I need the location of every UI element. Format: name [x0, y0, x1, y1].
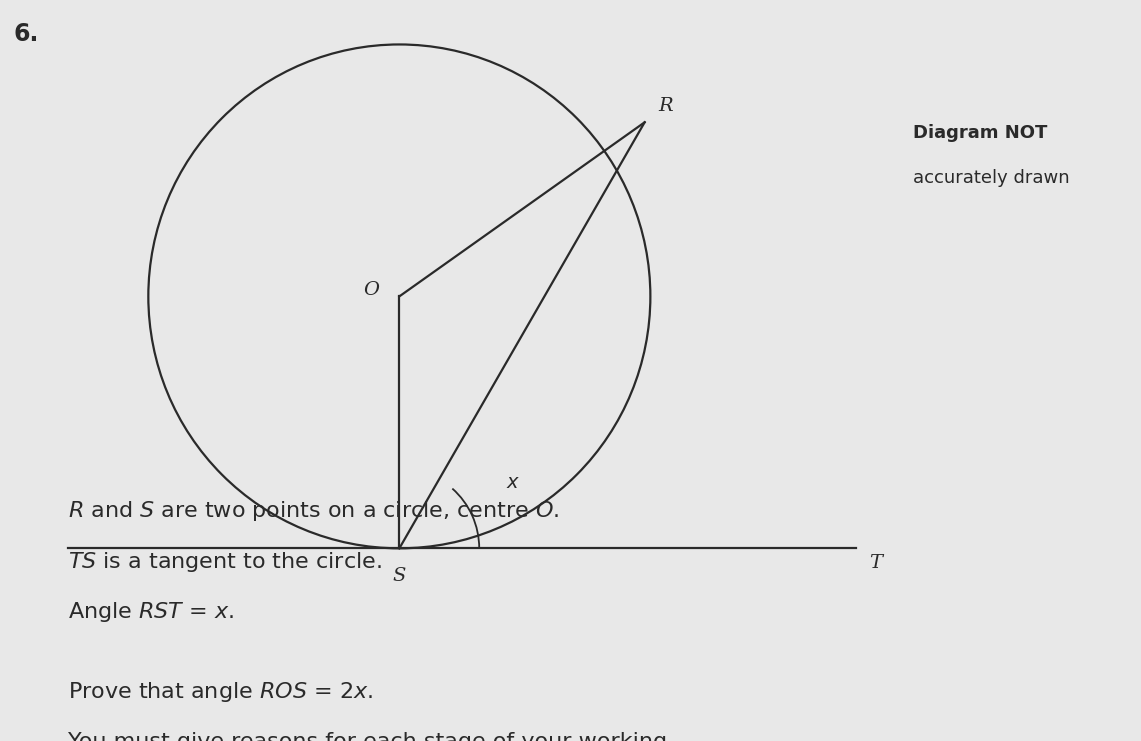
Text: R: R	[658, 97, 673, 115]
Text: 6.: 6.	[14, 22, 39, 46]
Text: $x$: $x$	[505, 473, 520, 492]
Text: Angle $RST$ = $x$.: Angle $RST$ = $x$.	[68, 600, 235, 624]
Text: $R$ and $S$ are two points on a circle, centre $O$.: $R$ and $S$ are two points on a circle, …	[68, 499, 560, 523]
Text: Prove that angle $ROS$ = $2x$.: Prove that angle $ROS$ = $2x$.	[68, 680, 373, 704]
Text: T: T	[869, 554, 882, 572]
Text: S: S	[393, 567, 406, 585]
Text: O: O	[363, 282, 379, 299]
Text: Diagram NOT: Diagram NOT	[913, 124, 1047, 142]
Text: accurately drawn: accurately drawn	[913, 169, 1069, 187]
Text: $TS$ is a tangent to the circle.: $TS$ is a tangent to the circle.	[68, 550, 382, 574]
Text: You must give reasons for each stage of your working.: You must give reasons for each stage of …	[68, 733, 674, 741]
